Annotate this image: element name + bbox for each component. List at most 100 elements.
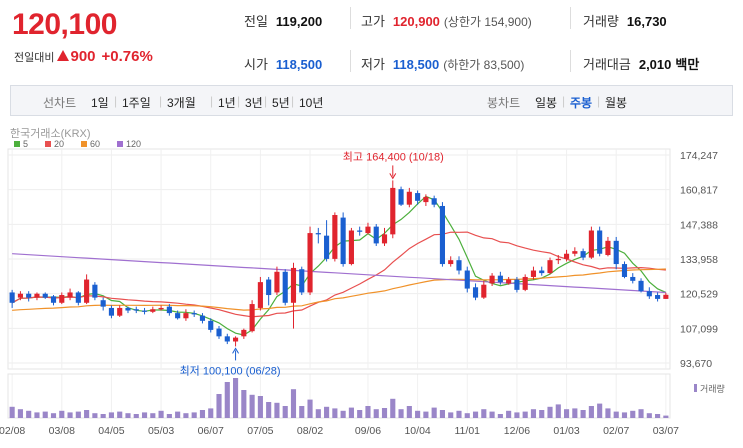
prev-close-value: 119,200 <box>275 14 323 29</box>
volume-bar <box>232 378 239 418</box>
candle-body <box>390 187 396 235</box>
period-10y-button[interactable]: 10년 <box>299 96 324 110</box>
volume-bar <box>92 413 98 418</box>
candle-body <box>638 280 644 292</box>
y-tick-label: 120,529 <box>680 289 718 301</box>
candle-body <box>84 279 90 303</box>
volume-bar <box>472 411 479 418</box>
x-axis: 02/08 03/08 04/05 05/03 06/07 07/05 08/02 09/06… <box>0 425 679 437</box>
volume-bar <box>646 413 652 418</box>
volume-bar <box>175 411 181 418</box>
y-tick-label: 160,817 <box>680 185 718 197</box>
lower-limit: (하한가 83,500) <box>443 58 525 72</box>
candle-body <box>133 309 139 311</box>
volume-bar <box>282 406 288 418</box>
candle-body <box>415 193 421 201</box>
candle-body <box>224 336 230 342</box>
volume-legend-swatch <box>694 384 697 392</box>
candle-body <box>241 329 247 337</box>
period-3y-button[interactable]: 3년 <box>245 96 263 110</box>
candle-body <box>158 307 164 310</box>
daily-candle-button[interactable]: 일봉 <box>535 96 558 110</box>
trade-amount-unit: 백만 <box>675 57 700 72</box>
candle-body <box>299 269 305 293</box>
candle-body <box>67 292 73 298</box>
volume-bar <box>522 411 528 418</box>
volume-bar <box>266 402 272 418</box>
volume-bar <box>315 409 321 418</box>
candle-body <box>92 284 98 298</box>
volume-bar <box>59 410 65 418</box>
candle-body <box>75 292 81 303</box>
candle-body <box>448 260 454 265</box>
candle-body <box>249 304 255 332</box>
candle-body <box>605 240 611 256</box>
period-1y-button[interactable]: 1년 <box>218 96 236 110</box>
period-5y-button[interactable]: 5년 <box>272 96 290 110</box>
candle-body <box>530 270 537 277</box>
volume-label: 거래량 <box>583 14 619 29</box>
volume-bar <box>638 409 644 418</box>
volume-bar <box>514 412 520 418</box>
candle-body <box>175 313 181 319</box>
volume-bar <box>613 411 619 418</box>
change-percent: +0.76% <box>101 48 153 65</box>
day-high-value: 120,900 <box>392 14 440 29</box>
candle-body <box>621 264 628 277</box>
candle-body <box>663 294 669 299</box>
period-1d-button[interactable]: 1일 <box>91 96 109 110</box>
period-1w-button[interactable]: 1주일 <box>122 96 151 110</box>
divider <box>350 50 351 72</box>
candle-body <box>17 293 23 298</box>
candle-body <box>125 307 131 311</box>
volume-bar <box>539 410 545 418</box>
legend-label: 5 <box>23 139 28 149</box>
period-3m-button[interactable]: 3개월 <box>167 96 196 110</box>
volume-bar <box>324 406 330 418</box>
quote-header: 120,100 전일대비 900 +0.76% 전일 119,200 고가 120,90… <box>0 0 743 84</box>
candle-body <box>646 291 652 297</box>
y-tick-label: 174,247 <box>680 150 718 162</box>
volume-bar <box>497 414 503 418</box>
min-price-annotation: 최저 100,100 (06/28) <box>180 364 281 377</box>
volume-bar <box>125 413 131 418</box>
volume-bar <box>456 410 462 418</box>
volume-bar <box>547 406 553 418</box>
candle-body <box>489 275 495 284</box>
volume-bar <box>17 409 23 418</box>
volume-bar <box>299 406 305 418</box>
candle-body <box>563 253 570 259</box>
candle-body <box>332 215 338 259</box>
ma-legend: 5 20 60 120 <box>14 139 141 149</box>
candle-body <box>506 279 512 284</box>
volume-frame <box>7 373 671 419</box>
candle-body <box>373 226 379 244</box>
chart-grid <box>7 148 671 419</box>
weekly-candle-button[interactable]: 주봉 <box>570 96 593 110</box>
volume-bar <box>183 413 189 418</box>
monthly-candle-button[interactable]: 월봉 <box>605 96 628 110</box>
candle-body <box>183 313 189 319</box>
y-tick-label: 93,670 <box>680 358 712 370</box>
trade-amount: 거래대금 2,010 백만 <box>583 54 699 73</box>
candle-body <box>613 240 619 265</box>
volume-bar <box>50 413 57 418</box>
x-tick-label: 05/03 <box>148 425 174 437</box>
annotations: 최고 164,400 (10/18) 최저 100,100 (06/28) <box>180 150 444 377</box>
volume-bar <box>530 409 537 418</box>
ma20-line <box>11 231 666 318</box>
volume-bar <box>216 394 222 418</box>
candle-body <box>547 260 553 274</box>
open-price: 시가 118,500 <box>244 54 322 73</box>
candle-body <box>597 230 603 254</box>
day-high: 고가 120,900 (상한가 154,900) <box>361 11 532 30</box>
volume-bar <box>42 411 48 418</box>
volume-bar <box>224 382 230 418</box>
candle-body <box>108 307 115 316</box>
open-value: 118,500 <box>275 57 323 72</box>
candle-body <box>257 282 263 308</box>
legend-swatch <box>81 141 87 147</box>
x-tick-label: 11/01 <box>455 425 481 437</box>
volume-bar <box>489 411 495 418</box>
min-arrow-head <box>232 347 239 354</box>
